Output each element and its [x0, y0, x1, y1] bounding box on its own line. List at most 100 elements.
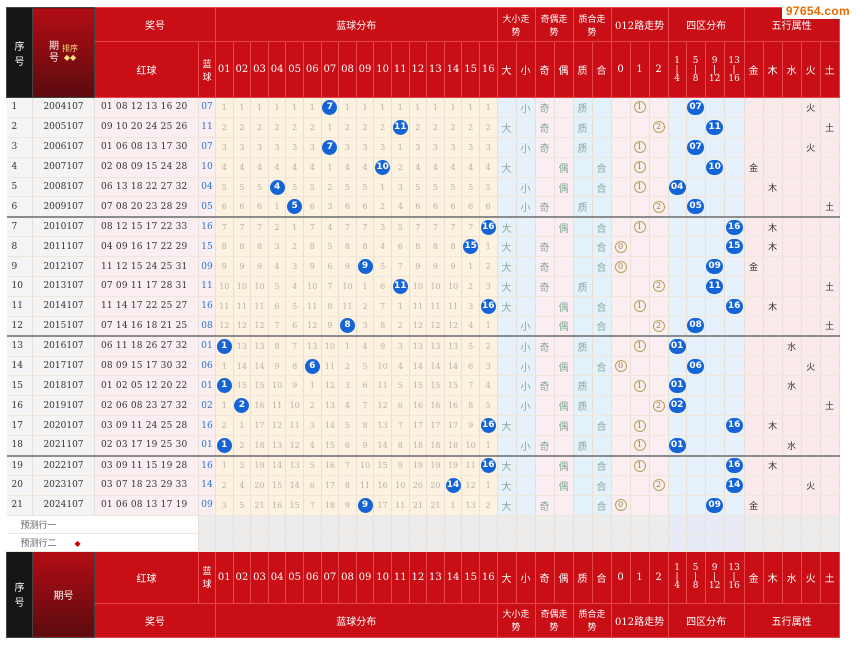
blue-num-header-13[interactable]: 13 [426, 550, 445, 604]
prediction-cell[interactable] [198, 515, 216, 534]
prediction-cell[interactable] [409, 515, 428, 534]
prediction-cell[interactable] [516, 533, 536, 552]
prediction-cell[interactable] [338, 533, 357, 552]
prediction-cell[interactable] [649, 533, 669, 552]
blue-num-header-14[interactable]: 14 [443, 550, 463, 604]
prediction-cell[interactable] [479, 533, 498, 552]
blue-num-header-08[interactable]: 08 [338, 550, 357, 604]
prediction-cell[interactable] [373, 515, 392, 534]
prediction-cell[interactable] [535, 533, 555, 552]
prediction-cell[interactable] [356, 533, 375, 552]
prediction-cell[interactable] [763, 533, 783, 552]
prediction-cell[interactable] [233, 515, 252, 534]
blue-num-header-15[interactable]: 15 [461, 41, 480, 98]
blue-num-header-11[interactable]: 11 [390, 550, 410, 604]
prediction-cell[interactable] [215, 533, 234, 552]
blue-num-header-09[interactable]: 09 [355, 550, 375, 604]
prediction-cell[interactable] [479, 515, 498, 534]
prediction-row[interactable]: 预测行一 [6, 515, 840, 534]
prediction-cell[interactable] [444, 533, 463, 552]
prediction-cell[interactable] [461, 515, 480, 534]
prediction-cell[interactable] [285, 533, 304, 552]
blue-num-header-04[interactable]: 04 [267, 550, 287, 604]
blue-num-header-11[interactable]: 11 [390, 41, 410, 98]
blue-num-header-02[interactable]: 02 [232, 41, 252, 98]
prediction-cell[interactable] [303, 533, 322, 552]
prediction-cell[interactable] [535, 515, 555, 534]
prediction-cell[interactable] [338, 515, 357, 534]
blue-num-header-15[interactable]: 15 [461, 550, 480, 604]
prediction-row-label[interactable]: 预测行一 [6, 515, 199, 534]
prediction-cell[interactable] [250, 515, 269, 534]
prediction-cell[interactable] [356, 515, 375, 534]
prediction-cell[interactable] [461, 533, 480, 552]
prediction-cell[interactable] [321, 533, 340, 552]
blue-num-header-09[interactable]: 09 [355, 41, 375, 98]
prediction-cell[interactable] [285, 515, 304, 534]
prediction-cell[interactable] [215, 515, 234, 534]
blue-num-header-01[interactable]: 01 [215, 41, 234, 98]
prediction-zone-cell[interactable] [705, 533, 725, 552]
prediction-zone-cell[interactable] [724, 533, 745, 552]
prediction-cell[interactable] [554, 515, 574, 534]
prediction-cell[interactable] [426, 533, 445, 552]
blue-num-header-07[interactable]: 07 [320, 41, 340, 98]
prediction-cell[interactable] [444, 515, 463, 534]
prediction-cell[interactable] [303, 515, 322, 534]
prediction-cell[interactable] [630, 515, 650, 534]
prediction-cell[interactable] [744, 515, 764, 534]
prediction-cell[interactable] [373, 533, 392, 552]
sort-button[interactable]: 排序 [62, 43, 78, 53]
prediction-cell[interactable] [497, 515, 517, 534]
prediction-cell[interactable] [782, 515, 802, 534]
prediction-cell[interactable] [391, 515, 410, 534]
prediction-cell[interactable] [744, 533, 764, 552]
blue-num-header-10[interactable]: 10 [373, 550, 392, 604]
blue-num-header-07[interactable]: 07 [320, 550, 340, 604]
blue-num-header-01[interactable]: 01 [215, 550, 234, 604]
prediction-cell[interactable] [198, 533, 216, 552]
prediction-zone-cell[interactable] [686, 533, 706, 552]
blue-num-header-03[interactable]: 03 [250, 550, 269, 604]
prediction-cell[interactable] [592, 515, 612, 534]
prediction-cell[interactable] [554, 533, 574, 552]
blue-num-header-10[interactable]: 10 [373, 41, 392, 98]
prediction-cell[interactable] [782, 533, 802, 552]
prediction-zone-cell[interactable] [724, 515, 745, 534]
blue-num-header-12[interactable]: 12 [408, 41, 428, 98]
prediction-cell[interactable] [321, 515, 340, 534]
blue-num-header-05[interactable]: 05 [285, 41, 304, 98]
blue-num-header-08[interactable]: 08 [338, 41, 357, 98]
prediction-cell[interactable] [573, 533, 593, 552]
col-period-header[interactable]: 期号排序 ◆◆ [32, 7, 95, 98]
blue-num-header-16[interactable]: 16 [478, 41, 498, 98]
blue-num-header-06[interactable]: 06 [302, 41, 322, 98]
prediction-cell[interactable] [820, 533, 840, 552]
prediction-cell[interactable] [611, 533, 631, 552]
prediction-cell[interactable] [268, 533, 287, 552]
prediction-cell[interactable] [497, 533, 517, 552]
prediction-cell[interactable] [391, 533, 410, 552]
blue-num-header-03[interactable]: 03 [250, 41, 269, 98]
prediction-cell[interactable] [630, 533, 650, 552]
prediction-cell[interactable] [409, 533, 428, 552]
prediction-zone-cell[interactable] [668, 515, 687, 534]
prediction-cell[interactable] [611, 515, 631, 534]
prediction-cell[interactable] [268, 515, 287, 534]
blue-num-header-02[interactable]: 02 [232, 550, 252, 604]
prediction-cell[interactable] [820, 515, 840, 534]
prediction-zone-cell[interactable] [686, 515, 706, 534]
prediction-cell[interactable] [763, 515, 783, 534]
blue-num-header-05[interactable]: 05 [285, 550, 304, 604]
prediction-row-label[interactable]: 预测行二 ◆ [6, 533, 199, 552]
prediction-row[interactable]: 预测行二 ◆ [6, 533, 840, 552]
prediction-cell[interactable] [426, 515, 445, 534]
blue-num-header-04[interactable]: 04 [267, 41, 287, 98]
prediction-cell[interactable] [250, 533, 269, 552]
prediction-zone-cell[interactable] [705, 515, 725, 534]
blue-num-header-13[interactable]: 13 [426, 41, 445, 98]
blue-num-header-06[interactable]: 06 [302, 550, 322, 604]
prediction-cell[interactable] [573, 515, 593, 534]
blue-num-header-14[interactable]: 14 [443, 41, 463, 98]
prediction-cell[interactable] [516, 515, 536, 534]
